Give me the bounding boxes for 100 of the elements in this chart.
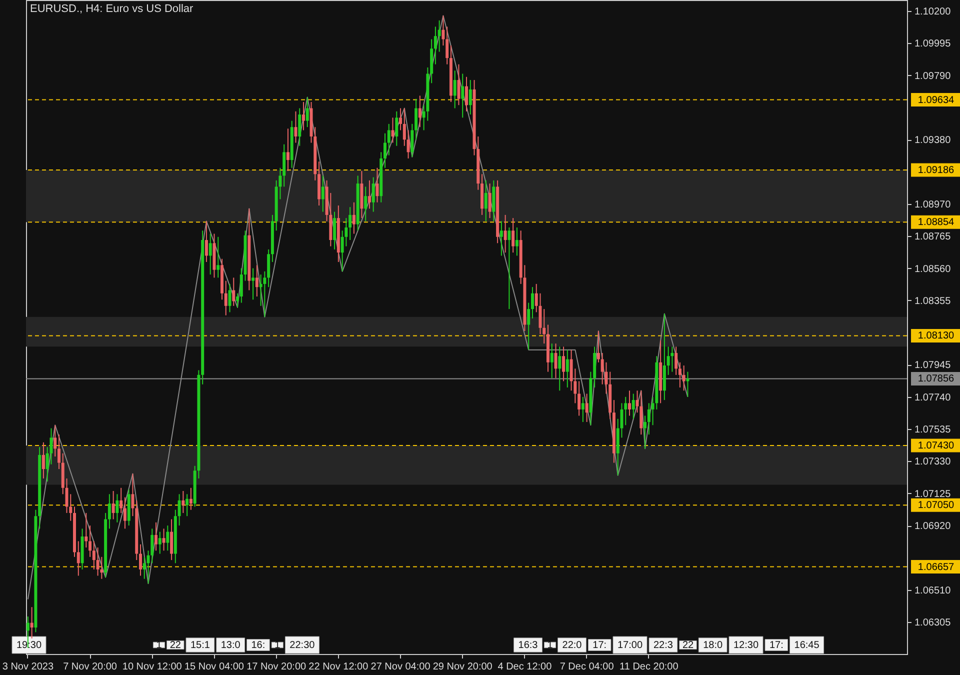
candlestick: [578, 380, 581, 416]
ref-line-label: 1.09634: [918, 94, 955, 106]
ref-line-label: 1.07430: [918, 440, 955, 452]
candlestick: [208, 233, 212, 276]
candlestick: [399, 108, 402, 131]
candlestick: [384, 132, 386, 168]
annotation: 13:0: [220, 640, 241, 651]
candlestick: [120, 487, 123, 514]
candlestick: [162, 528, 166, 552]
annotation: 16:3: [518, 640, 538, 651]
x-tick-label: 10 Nov 12:00: [122, 662, 182, 672]
candlestick: [550, 343, 554, 379]
candlestick: [446, 26, 449, 65]
candlestick: [154, 522, 158, 552]
candlestick: [530, 286, 534, 319]
candlestick: [92, 540, 96, 570]
candlestick: [418, 95, 422, 128]
candlestick: [640, 390, 643, 436]
candlestick: [542, 308, 546, 344]
candlestick: [670, 346, 674, 372]
candlestick: [410, 123, 414, 158]
candlestick: [54, 424, 57, 457]
candlestick: [321, 175, 324, 212]
candlestick: [364, 186, 368, 222]
candlestick: [457, 64, 460, 106]
candlestick: [581, 396, 584, 422]
x-tick-label: 27 Nov 04:00: [370, 662, 431, 672]
candlestick: [116, 494, 119, 523]
candlestick: [263, 270, 266, 318]
candlestick: [647, 402, 650, 436]
candlestick: [453, 70, 456, 109]
candlestick: [387, 123, 390, 156]
candlestick: [182, 490, 185, 514]
x-tick-label: 17 Nov 20:00: [246, 662, 307, 672]
y-tick-label: 1.07125: [914, 488, 952, 500]
ref-line-label: 1.08854: [918, 217, 955, 228]
candlestick: [286, 128, 290, 172]
candlestick: [465, 76, 468, 112]
candlestick: [558, 346, 562, 392]
candlestick: [488, 183, 492, 219]
candlestick: [527, 302, 530, 350]
candlestick: [352, 202, 356, 234]
y-tick-label: 1.06920: [914, 521, 952, 532]
candlestick: [402, 108, 406, 146]
annotation: 22: [170, 640, 182, 651]
candlestick: [178, 494, 181, 526]
ref-line-label: 1.06657: [918, 562, 955, 573]
x-tick-label: 11 Dec 20:00: [620, 662, 679, 672]
candlestick: [255, 264, 258, 297]
candlestick: [131, 473, 134, 517]
y-tick-label: 1.08765: [914, 232, 952, 243]
y-tick-label: 1.10200: [914, 6, 952, 18]
candlestick: [515, 226, 518, 256]
y-tick-label: 1.06510: [914, 585, 952, 596]
candlestick: [112, 490, 115, 520]
candlestick: [232, 277, 236, 306]
candlestick: [108, 494, 111, 530]
y-tick-label: 1.07740: [914, 392, 952, 404]
y-tick-label: 1.07535: [914, 424, 952, 436]
candlestick: [348, 206, 352, 241]
candlestick: [88, 525, 92, 558]
y-tick-label: 1.08970: [914, 199, 952, 210]
candlestick: [84, 512, 88, 548]
candlestick: [42, 442, 45, 479]
annotation: 22:3: [653, 640, 674, 651]
candlestick: [632, 393, 635, 420]
y-tick-label: 1.09995: [914, 38, 952, 50]
candlestick: [298, 108, 302, 146]
candlestick: [504, 214, 507, 254]
candlestick: [372, 176, 375, 212]
y-tick-label: 1.07945: [914, 360, 952, 372]
candlestick: [228, 283, 232, 313]
candlestick: [57, 434, 60, 470]
chart-title: EURUSD., H4: Euro vs US Dollar: [30, 3, 194, 15]
y-tick-label: 1.08560: [914, 264, 952, 275]
candlestick: [30, 606, 34, 639]
candlestick: [138, 544, 142, 576]
candlestick: [596, 330, 600, 363]
annotation: 17:00: [617, 640, 643, 651]
candlestick: [438, 20, 441, 52]
candlestick: [123, 496, 126, 530]
candlestick: [368, 180, 371, 210]
candlestick: [267, 248, 270, 288]
y-tick-label: 1.06305: [914, 618, 952, 628]
candlestick: [158, 531, 162, 554]
candlestick: [96, 546, 100, 576]
candlestick: [406, 130, 410, 159]
annotation: 1: [274, 640, 281, 651]
candlestick: [484, 180, 488, 222]
candlestick: [189, 487, 192, 510]
candlestick: [434, 26, 437, 65]
candlestick: [512, 218, 515, 254]
candlestick: [674, 346, 678, 376]
candlestick: [624, 396, 628, 426]
candlestick: [508, 226, 511, 310]
annotation: 16:: [251, 640, 266, 651]
x-tick-label: 22 Nov 12:00: [308, 662, 369, 672]
x-tick-label: 15 Nov 04:00: [184, 662, 244, 672]
y-tick-label: 1.07330: [914, 456, 952, 468]
y-tick-label: 1.09790: [914, 70, 952, 82]
